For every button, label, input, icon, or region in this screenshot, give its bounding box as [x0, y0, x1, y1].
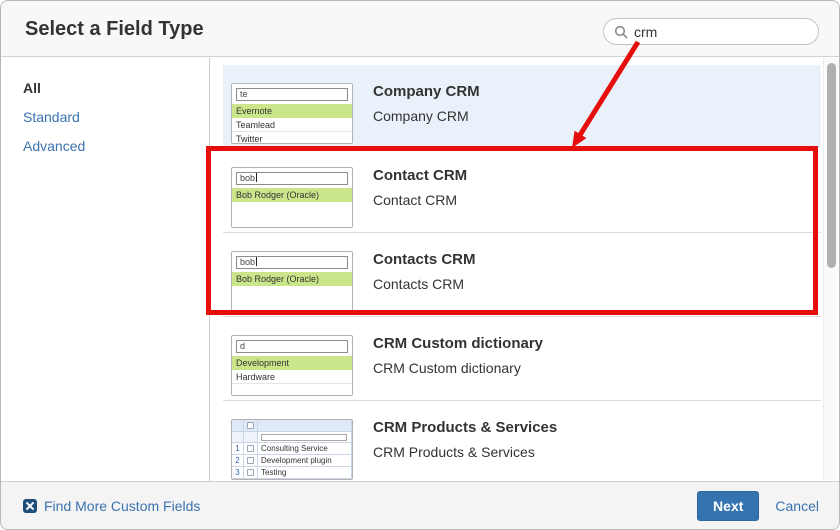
search-box[interactable]: [603, 18, 819, 45]
field-type-description: Company CRM: [373, 108, 469, 124]
field-type-title: Contacts CRM: [373, 251, 476, 268]
field-type-item[interactable]: bob Bob Rodger (Oracle) Contact CRM Contact…: [223, 149, 821, 233]
sidebar-item-standard[interactable]: Standard: [23, 109, 80, 125]
field-preview-thumbnail: 1 Consulting Service 2 Development plugin 3 T…: [231, 419, 353, 480]
footer-actions: Next Cancel: [697, 482, 819, 529]
field-preview-thumbnail: bob Bob Rodger (Oracle): [231, 167, 353, 228]
preview-filter-row: [232, 432, 352, 443]
dialog-footer: Find More Custom Fields Next Cancel: [1, 481, 839, 529]
sidebar-item-advanced[interactable]: Advanced: [23, 138, 86, 154]
field-type-title: Company CRM: [373, 83, 480, 100]
cancel-link[interactable]: Cancel: [775, 498, 819, 514]
page-title: Select a Field Type: [25, 18, 204, 40]
filter-cell: [258, 432, 352, 442]
field-type-text: CRM Products & Services CRM Products & Se…: [373, 418, 557, 480]
row-label: Testing: [258, 467, 352, 478]
checkbox-icon: [247, 469, 254, 476]
field-type-item[interactable]: bob Bob Rodger (Oracle) Contacts CRM Contac…: [223, 233, 821, 317]
row-number: 1: [232, 443, 244, 454]
header-cell: [258, 420, 352, 431]
preview-table-row: 1 Consulting Service: [232, 443, 352, 455]
preview-mini-input: d: [236, 340, 348, 353]
preview-mini-input: te: [236, 88, 348, 101]
row-label: Consulting Service: [258, 443, 352, 454]
field-type-title: Contact CRM: [373, 167, 468, 184]
field-type-item[interactable]: te Evernote Teamlead Twitter Company CRM Comp…: [223, 65, 821, 149]
find-more-custom-fields-link[interactable]: Find More Custom Fields: [23, 482, 201, 529]
header-cell: [232, 420, 244, 431]
field-type-text: Contact CRM Contact CRM: [373, 166, 467, 232]
checkbox-icon: [247, 445, 254, 452]
field-type-title: CRM Custom dictionary: [373, 335, 544, 352]
field-preview-thumbnail: te Evernote Teamlead Twitter: [231, 83, 353, 144]
preview-option: Teamlead: [232, 118, 352, 132]
search-icon: [614, 25, 628, 39]
preview-option: Development: [232, 356, 352, 370]
field-type-description: CRM Products & Services: [373, 444, 535, 460]
field-type-text: Contacts CRM Contacts CRM: [373, 250, 476, 316]
preview-option: Bob Rodger (Oracle): [232, 272, 352, 286]
search-input[interactable]: [634, 23, 808, 40]
filter-cell: [244, 432, 258, 442]
preview-table-row: 2 Development plugin: [232, 455, 352, 467]
next-button[interactable]: Next: [697, 491, 760, 521]
field-type-text: Company CRM Company CRM: [373, 82, 480, 148]
sidebar-item-all[interactable]: All: [23, 80, 41, 96]
row-label: Development plugin: [258, 455, 352, 466]
preview-option: Hardware: [232, 370, 352, 384]
row-number: 3: [232, 467, 244, 478]
checkbox-icon: [247, 422, 254, 429]
field-type-item[interactable]: d Development Hardware CRM Custom dictionar…: [223, 317, 821, 401]
field-type-description: Contact CRM: [373, 192, 458, 208]
field-type-description: Contacts CRM: [373, 276, 465, 292]
text-cursor: [256, 173, 258, 182]
field-preview-thumbnail: d Development Hardware: [231, 335, 353, 396]
sidebar: All Standard Advanced: [1, 58, 210, 481]
field-type-item[interactable]: 1 Consulting Service 2 Development plugin 3 T…: [223, 401, 821, 480]
preview-table-row: 3 Testing: [232, 467, 352, 479]
field-type-title: CRM Products & Services: [373, 419, 558, 436]
preview-mini-table: 1 Consulting Service 2 Development plugin 3 T…: [232, 420, 352, 479]
filter-input: [261, 433, 347, 441]
preview-option: Evernote: [232, 104, 352, 118]
field-type-list: te Evernote Teamlead Twitter Company CRM Comp…: [223, 58, 821, 480]
dialog-header: Select a Field Type: [1, 1, 839, 57]
checkbox-icon: [247, 457, 254, 464]
scrollbar-track[interactable]: [823, 58, 838, 480]
row-checkbox-cell: [244, 455, 258, 466]
preview-option: Bob Rodger (Oracle): [232, 188, 352, 202]
text-cursor: [256, 257, 258, 266]
row-checkbox-cell: [244, 443, 258, 454]
preview-table-header: [232, 420, 352, 432]
find-more-label: Find More Custom Fields: [44, 498, 201, 514]
field-type-text: CRM Custom dictionary CRM Custom dictiona…: [373, 334, 543, 400]
row-number: 2: [232, 455, 244, 466]
scrollbar-thumb[interactable]: [827, 63, 836, 268]
preview-option: Twitter: [232, 132, 352, 143]
field-type-description: CRM Custom dictionary: [373, 360, 521, 376]
preview-mini-input: bob: [236, 172, 348, 185]
marketplace-icon: [23, 499, 37, 513]
row-checkbox-cell: [244, 467, 258, 478]
header-cell: [244, 420, 258, 431]
filter-cell: [232, 432, 244, 442]
preview-mini-input: bob: [236, 256, 348, 269]
field-preview-thumbnail: bob Bob Rodger (Oracle): [231, 251, 353, 312]
